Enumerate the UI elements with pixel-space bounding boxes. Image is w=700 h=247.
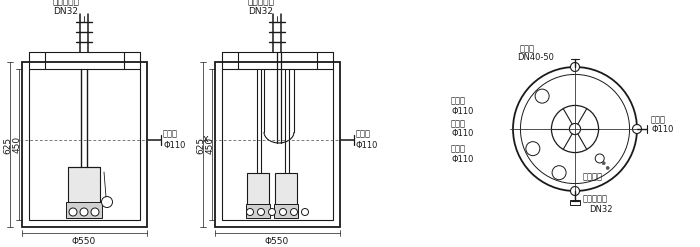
Text: 450: 450 <box>206 136 214 154</box>
Circle shape <box>513 67 637 191</box>
Text: x: x <box>203 134 209 144</box>
Circle shape <box>552 105 598 153</box>
Circle shape <box>595 154 604 163</box>
Text: DN32: DN32 <box>248 7 274 17</box>
Text: 压力排水口: 压力排水口 <box>583 194 608 204</box>
Bar <box>22 62 147 227</box>
Text: 进水口: 进水口 <box>451 144 466 153</box>
Circle shape <box>569 124 580 135</box>
Circle shape <box>290 208 298 215</box>
Circle shape <box>520 74 629 184</box>
Text: DN32: DN32 <box>589 205 612 213</box>
Text: Φ110: Φ110 <box>451 129 473 139</box>
Circle shape <box>526 142 540 156</box>
Bar <box>29 69 140 220</box>
Circle shape <box>552 166 566 180</box>
Text: 通气口: 通气口 <box>520 44 535 54</box>
Circle shape <box>535 89 549 103</box>
Bar <box>215 62 340 227</box>
Bar <box>570 200 580 205</box>
Text: 进水口: 进水口 <box>651 116 666 124</box>
Text: 450: 450 <box>13 135 22 153</box>
Circle shape <box>69 208 77 216</box>
Bar <box>246 204 270 218</box>
Text: 进水口: 进水口 <box>451 120 466 128</box>
Text: DN32: DN32 <box>53 7 78 17</box>
Bar <box>274 204 298 218</box>
Text: 进水口: 进水口 <box>356 129 371 139</box>
Text: 625: 625 <box>4 136 13 154</box>
Circle shape <box>570 186 580 195</box>
Circle shape <box>269 208 276 215</box>
Text: Φ550: Φ550 <box>72 238 96 247</box>
Circle shape <box>633 124 641 133</box>
Text: Φ550: Φ550 <box>265 238 289 247</box>
Text: DN40-50: DN40-50 <box>517 54 554 62</box>
Circle shape <box>279 208 286 215</box>
Text: 625: 625 <box>197 136 206 154</box>
Circle shape <box>91 208 99 216</box>
Text: 压力排水口: 压力排水口 <box>52 0 79 6</box>
Text: Φ110: Φ110 <box>651 125 673 135</box>
Circle shape <box>606 166 609 169</box>
Circle shape <box>246 208 253 215</box>
Text: Φ110: Φ110 <box>356 141 379 149</box>
Text: 压力排水口: 压力排水口 <box>248 0 274 6</box>
Bar <box>275 173 297 205</box>
Circle shape <box>80 208 88 216</box>
Circle shape <box>570 62 580 71</box>
Text: Φ110: Φ110 <box>451 155 473 164</box>
Circle shape <box>302 208 309 215</box>
Bar <box>222 69 333 220</box>
Text: 进水口: 进水口 <box>163 129 178 139</box>
Text: Φ110: Φ110 <box>163 141 186 149</box>
Bar <box>66 202 102 218</box>
Circle shape <box>602 162 606 165</box>
Text: Φ110: Φ110 <box>451 106 473 116</box>
Bar <box>68 167 100 205</box>
Circle shape <box>258 208 265 215</box>
Circle shape <box>102 197 113 207</box>
Text: 电缆出口: 电缆出口 <box>583 172 603 182</box>
Bar <box>247 173 269 205</box>
Text: 进水口: 进水口 <box>451 97 466 105</box>
